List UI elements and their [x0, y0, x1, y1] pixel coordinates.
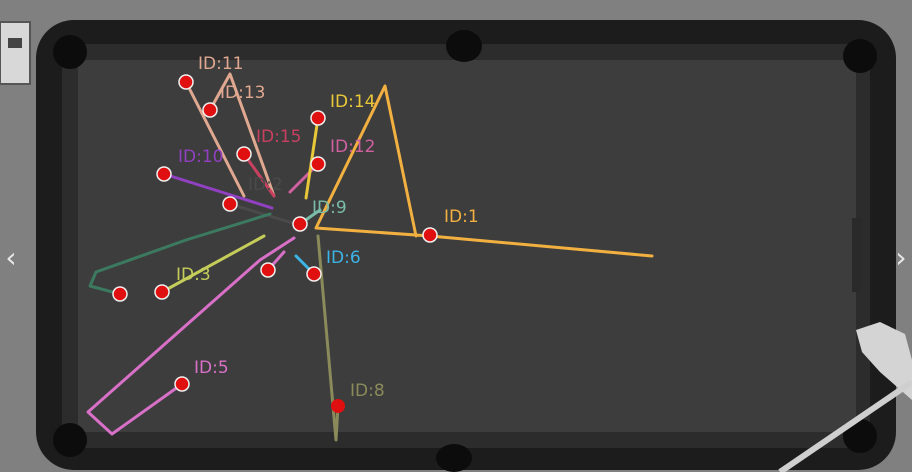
label-id-15: ID:15: [256, 127, 301, 147]
pocket-bottom-right: [843, 419, 877, 453]
label-id-9: ID:9: [312, 198, 347, 218]
track-green: [88, 212, 272, 296]
track-3: [160, 234, 266, 294]
track-15: [242, 152, 276, 198]
track-14: [314, 84, 432, 238]
floor-object-detail: [8, 38, 22, 48]
label-id-13: ID:13: [220, 83, 265, 103]
ball-10: [156, 166, 172, 182]
next-arrow-icon[interactable]: ›: [895, 241, 907, 274]
ball-1: [422, 227, 438, 243]
ball-9: [292, 216, 308, 232]
label-id-12: ID:12: [330, 137, 375, 157]
label-id-1: ID:1: [444, 207, 479, 227]
label-id-3: ID:3: [176, 265, 211, 285]
label-id-14: ID:14: [330, 92, 375, 112]
ball-12: [310, 156, 326, 172]
pocket-top-middle: [446, 30, 482, 62]
ball-13: [202, 102, 218, 118]
pockets: [53, 30, 877, 472]
ball-14: [310, 110, 326, 126]
rail-label: [852, 218, 862, 292]
track-5: [86, 236, 296, 436]
ball-4: [260, 262, 276, 278]
label-id-8: ID:8: [350, 381, 385, 401]
ball-15: [236, 146, 252, 162]
track-1: [428, 234, 654, 258]
track-14b: [304, 116, 320, 200]
track-2: [228, 202, 298, 226]
ball-7: [112, 286, 128, 302]
pocket-bottom-middle: [436, 444, 472, 472]
label-id-5: ID:5: [194, 358, 229, 378]
table-felt: [78, 60, 856, 432]
label-id-11: ID:11: [198, 54, 243, 74]
ball-2: [222, 196, 238, 212]
previous-arrow-icon[interactable]: ‹: [5, 241, 17, 274]
track-11: [184, 80, 246, 198]
pocket-top-right: [843, 39, 877, 73]
ball-6: [306, 266, 322, 282]
label-id-2: ID:2: [248, 175, 283, 195]
track-10: [162, 172, 274, 210]
cue-stick: [778, 379, 912, 472]
ball-8: [331, 399, 345, 413]
person-hand: [856, 322, 912, 400]
ball-5: [174, 376, 190, 392]
pocket-top-left: [53, 35, 87, 69]
track-13: [208, 72, 276, 198]
trajectories: [86, 72, 654, 442]
id-labels: ID:11 ID:13 ID:14 ID:15 ID:12 ID:10 ID:2…: [176, 54, 479, 401]
label-id-10: ID:10: [178, 147, 223, 167]
balls: [112, 74, 438, 413]
pocket-bottom-left: [53, 423, 87, 457]
ball-3: [154, 284, 170, 300]
track-8: [316, 234, 340, 442]
floor-object: [0, 21, 31, 85]
label-id-6: ID:6: [326, 248, 361, 268]
ball-11: [178, 74, 194, 90]
